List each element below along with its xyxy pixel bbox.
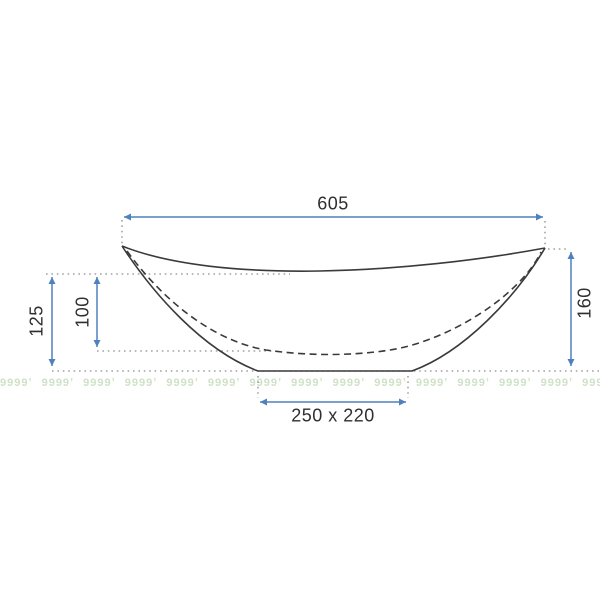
label-right-height: 160 [574, 287, 595, 319]
label-base-footprint: 250 x 220 [291, 405, 375, 426]
label-top-width: 605 [317, 193, 349, 214]
basin-outline [121, 245, 546, 372]
guide-lines [46, 220, 600, 398]
basin-outer-wall [121, 245, 546, 372]
watermark-row: 9999ʼ 9999ʼ 9999ʼ 9999ʼ 9999ʼ 9999ʼ 9999… [0, 377, 600, 389]
label-left-outer-height: 125 [26, 305, 47, 337]
basin-rim-curve [121, 245, 546, 272]
basin-inner-wall-dashed [126, 250, 542, 356]
label-left-inner-depth: 100 [72, 296, 93, 328]
dimension-lines [48, 213, 575, 406]
